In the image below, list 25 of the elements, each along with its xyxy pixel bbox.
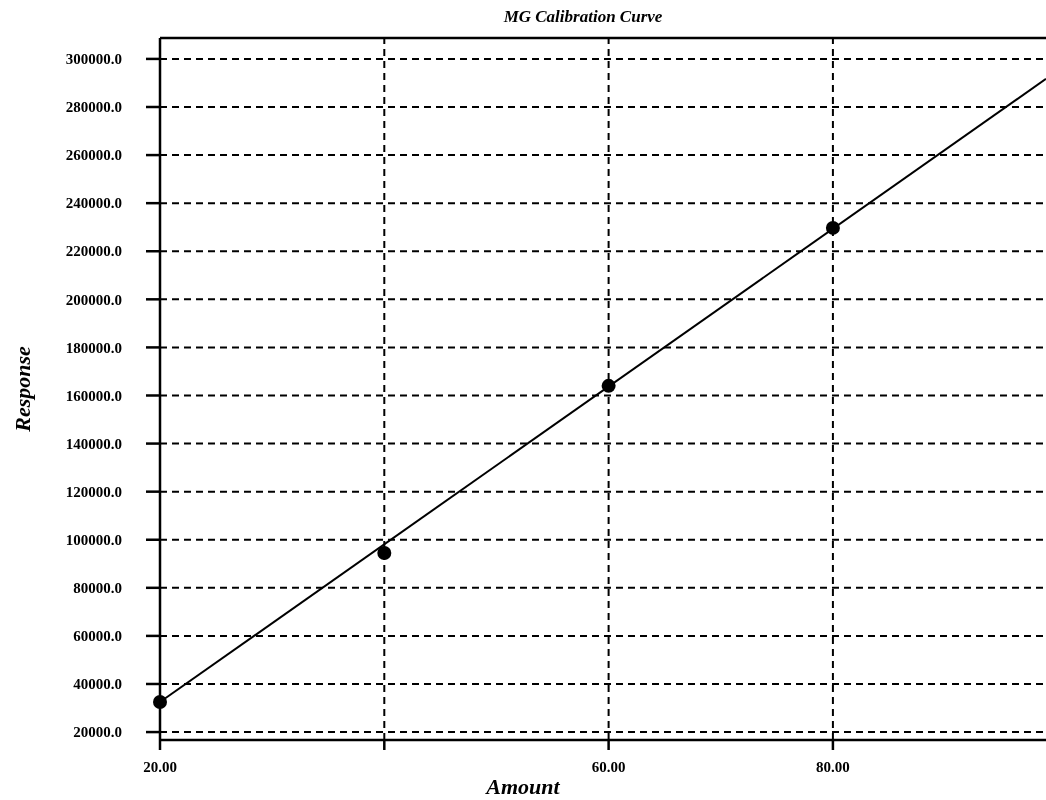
point: [377, 545, 392, 560]
point: [601, 378, 616, 393]
chart-title: MG Calibration Curve: [502, 7, 663, 26]
y-tick-label: 20000.0: [73, 724, 122, 741]
y-tick-label: 120000.0: [65, 483, 122, 500]
y-tick-label: 140000.0: [65, 435, 122, 452]
y-axis-title: Response: [10, 345, 35, 433]
y-tick-label: 220000.0: [65, 243, 122, 260]
y-tick-label: 160000.0: [65, 387, 122, 404]
y-tick-label: 60000.0: [73, 628, 122, 645]
x-tick-label: 20.00: [143, 759, 177, 775]
x-tick-label: 60.00: [591, 759, 626, 775]
y-tick-label: 200000.0: [65, 291, 122, 308]
y-tick-label: 40000.0: [73, 676, 122, 693]
y-tick-label: 80000.0: [73, 580, 122, 597]
point: [825, 220, 840, 235]
y-tick-label: 260000.0: [65, 147, 122, 164]
y-tick-label: 240000.0: [65, 195, 122, 212]
x-axis-title: Amount: [484, 774, 561, 799]
y-tick-label: 100000.0: [65, 531, 122, 548]
point: [153, 695, 167, 709]
y-tick-label: 280000.0: [65, 99, 122, 116]
x-tick-label: 80.00: [816, 759, 850, 775]
y-tick-label: 300000.0: [65, 51, 122, 68]
y-tick-label: 180000.0: [65, 339, 122, 356]
